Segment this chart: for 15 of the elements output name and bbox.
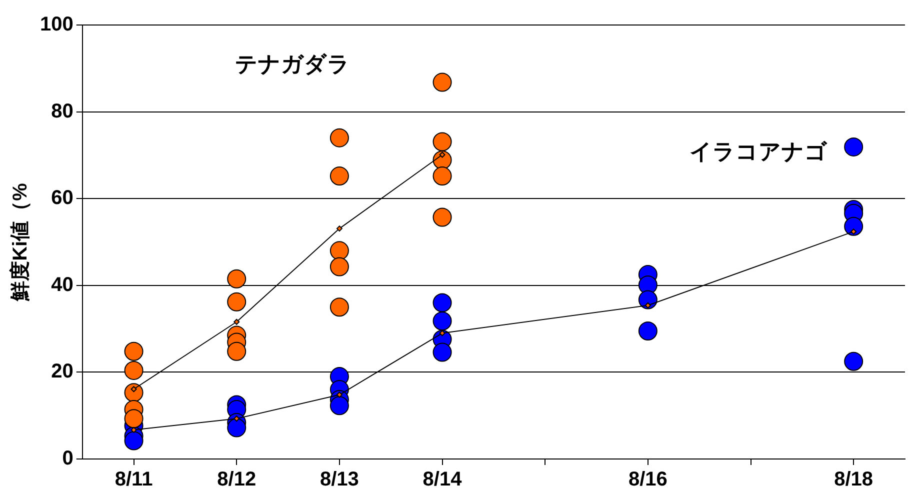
y-tick-label: 0 xyxy=(62,448,74,470)
y-tick-label: 20 xyxy=(51,360,74,383)
x-tick-label: 8/18 xyxy=(834,468,874,491)
y-tick-label: 60 xyxy=(51,187,74,210)
x-tick-label: 8/14 xyxy=(422,468,463,491)
x-tick-label: 8/13 xyxy=(320,468,359,491)
series-label: イラコアナゴ xyxy=(690,139,828,164)
y-tick-label: 100 xyxy=(40,14,74,36)
x-tick-label: 8/11 xyxy=(114,468,153,491)
text: テナガダラ xyxy=(234,51,350,76)
y-axis-title: 鮮度Ki値（% xyxy=(8,182,32,302)
x-tick-label: 8/16 xyxy=(628,468,668,491)
y-tick-label: 80 xyxy=(51,100,74,122)
y-tick-label: 40 xyxy=(51,274,74,296)
x-tick-label: 8/12 xyxy=(217,468,256,491)
